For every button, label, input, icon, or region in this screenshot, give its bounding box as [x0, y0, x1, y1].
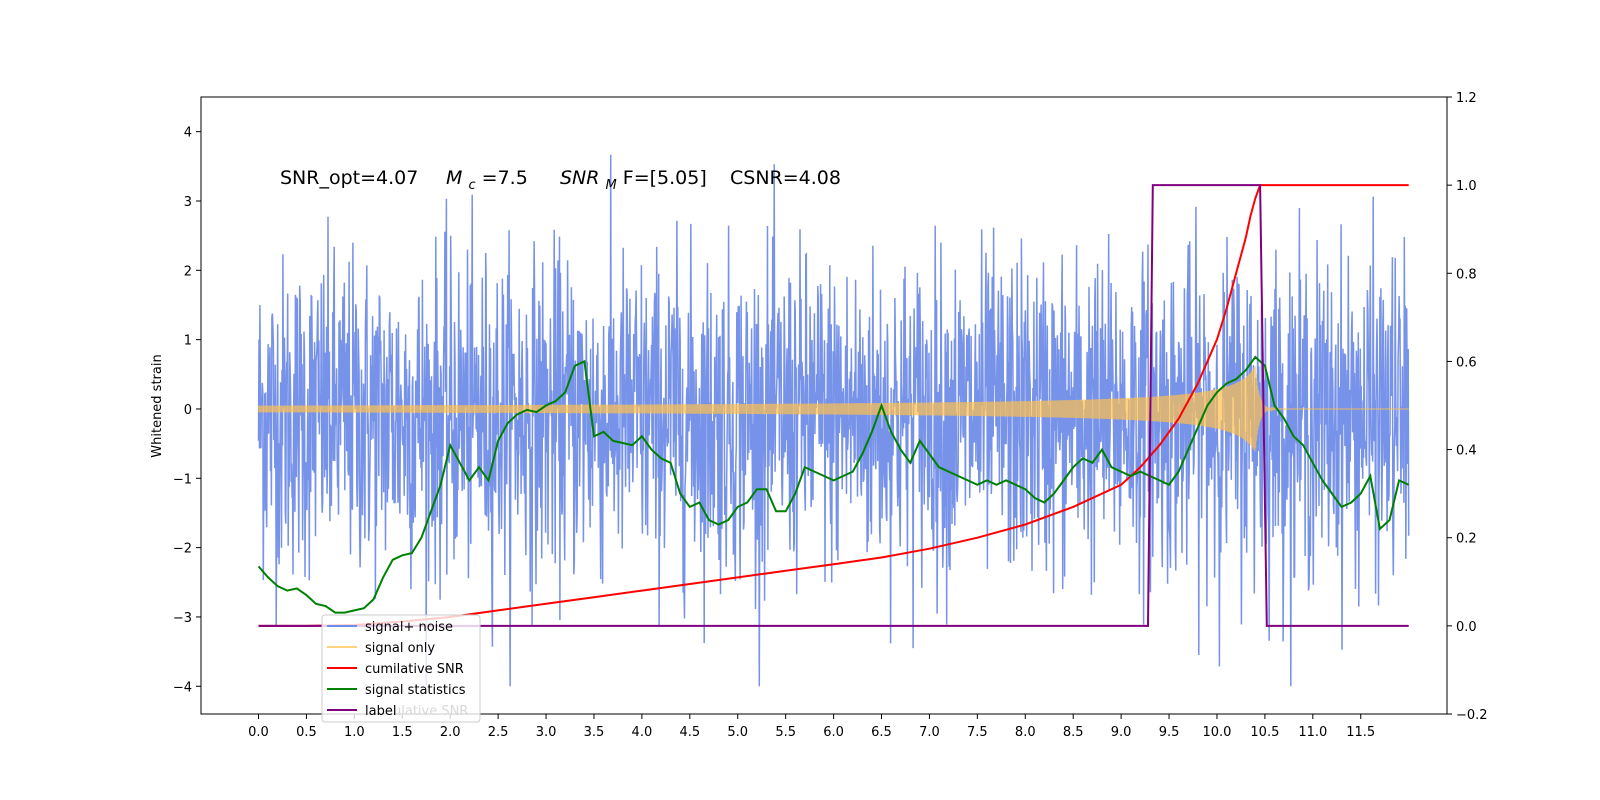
x-tick-label: 2.0 [440, 725, 461, 740]
x-tick-label: 0.0 [248, 725, 269, 740]
x-tick-label: 5.5 [775, 725, 796, 740]
x-tick-label: 4.5 [679, 725, 700, 740]
annotation-snr-symbol: SNR [560, 167, 599, 189]
x-tick-label: 10.0 [1202, 725, 1231, 740]
x-tick-label: 8.0 [1015, 725, 1036, 740]
x-tick-label: 0.5 [296, 725, 317, 740]
y-right-axis-ticks: 1.2 1.0 0.8 0.6 0.4 0.2 0.0 −0.2 [1447, 91, 1488, 723]
y-left-tick-label: −2 [173, 542, 192, 557]
x-tick-label: 10.5 [1250, 725, 1279, 740]
series-label [258, 184, 1409, 627]
x-tick-label: 6.5 [871, 725, 892, 740]
y-right-tick-label: 1.2 [1456, 91, 1477, 106]
series-signal-statistics [257, 355, 1410, 614]
y-left-tick-label: 3 [184, 195, 192, 210]
series-signal-noise [257, 154, 1410, 687]
annotation-mc-value: =7.5 [482, 167, 528, 189]
x-tick-label: 11.5 [1346, 725, 1375, 740]
y-right-tick-label: −0.2 [1456, 708, 1488, 723]
x-tick-label: 1.5 [392, 725, 413, 740]
x-tick-label: 3.5 [584, 725, 605, 740]
y-left-tick-label: 0 [184, 403, 192, 418]
x-tick-label: 11.0 [1298, 725, 1327, 740]
annotation-mc-subscript: c [468, 178, 475, 193]
x-tick-label: 4.0 [632, 725, 653, 740]
x-tick-label: 8.5 [1063, 725, 1084, 740]
legend-ghost-text: ulative SNR [393, 704, 468, 719]
y-right-tick-label: 1.0 [1456, 179, 1477, 194]
series-signal-only [257, 365, 1409, 452]
y-left-tick-label: 1 [184, 334, 192, 349]
y-left-axis-ticks: 4 3 2 1 0 −1 −2 −3 −4 [173, 126, 201, 695]
legend-entry-label: label [365, 704, 396, 719]
x-tick-label: 9.0 [1111, 725, 1132, 740]
x-tick-label: 9.5 [1159, 725, 1180, 740]
legend-entry-label: cumilative SNR [365, 662, 464, 677]
x-tick-label: 3.0 [536, 725, 557, 740]
x-tick-label: 7.5 [967, 725, 988, 740]
legend-box [321, 614, 481, 723]
plot-clip-group [257, 154, 1410, 687]
annotation-snr-opt: SNR_opt=4.07 [280, 167, 418, 189]
x-axis-ticks: 0.0 0.5 1.0 1.5 2.0 2.5 3.0 3.5 4.0 4.5 5.0 5.5 6.0 6… [248, 714, 1375, 740]
annotation-mc-symbol: M [446, 167, 462, 189]
legend-entry-label: signal only [365, 641, 435, 656]
chart-annotation: SNR_opt=4.07 M c =7.5 SNR M F=[5.05] CSN… [280, 167, 841, 194]
y-left-axis-label: Whitened strain [150, 354, 165, 457]
series-cumulative-snr [258, 184, 1409, 627]
y-right-tick-label: 0.8 [1456, 267, 1477, 282]
y-left-tick-label: −1 [173, 472, 192, 487]
y-left-tick-label: −3 [173, 611, 192, 626]
legend-entry-label: signal+ noise [365, 620, 453, 635]
x-tick-label: 1.0 [344, 725, 365, 740]
y-right-tick-label: 0.6 [1456, 355, 1477, 370]
y-right-tick-label: 0.2 [1456, 532, 1477, 547]
y-right-tick-label: 0.0 [1456, 620, 1477, 635]
x-tick-label: 5.0 [727, 725, 748, 740]
annotation-snr-subscript: M [606, 178, 617, 193]
y-left-tick-label: 4 [184, 126, 192, 141]
axes-frame [200, 96, 1448, 715]
legend: ulative SNR signal+ noise signal only cumil… [321, 614, 481, 723]
plot-area [257, 154, 1410, 687]
x-tick-label: 6.0 [823, 725, 844, 740]
annotation-csnr: CSNR=4.08 [730, 167, 841, 189]
annotation-snr-value: F=[5.05] [623, 167, 707, 189]
axes-border [200, 96, 1448, 715]
x-tick-label: 2.5 [488, 725, 509, 740]
legend-entry-label: signal statistics [365, 683, 466, 698]
y-right-tick-label: 0.4 [1456, 444, 1477, 459]
y-left-tick-label: −4 [173, 680, 192, 695]
x-tick-label: 7.0 [919, 725, 940, 740]
y-left-tick-label: 2 [184, 264, 192, 279]
